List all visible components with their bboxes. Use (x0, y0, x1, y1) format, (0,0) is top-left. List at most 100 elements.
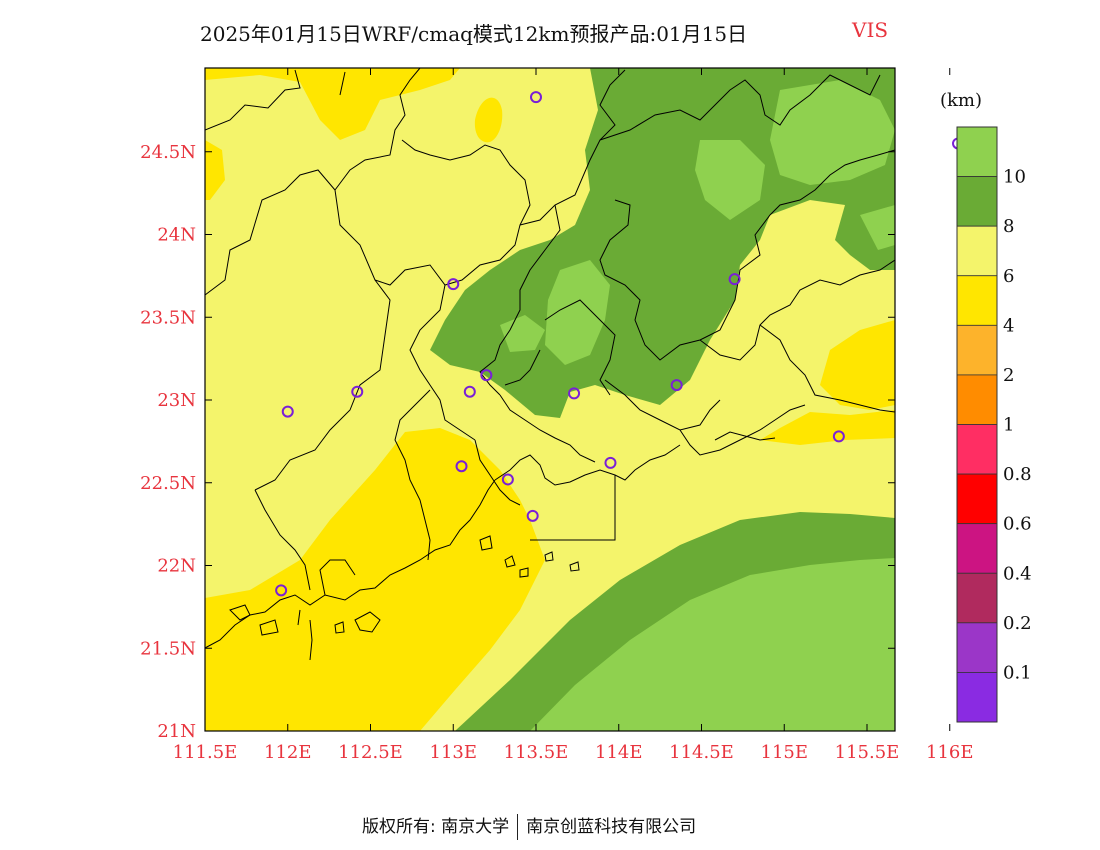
x-tick-label: 112E (264, 742, 312, 763)
x-tick-label: 113E (430, 742, 478, 763)
field-10km-sea (530, 558, 895, 731)
station-marker (455, 460, 468, 473)
field-4-6km-south (205, 428, 545, 731)
y-tick-label: 23N (157, 390, 196, 411)
colorbar-frame (956, 126, 998, 723)
island (569, 561, 580, 572)
y-tick-label: 21.5N (140, 638, 196, 659)
colorbar-swatch (956, 374, 998, 425)
y-tick-label: 24N (157, 225, 196, 246)
boundary-lines (205, 68, 895, 661)
station-marker (463, 385, 476, 398)
station-marker (526, 509, 539, 522)
y-tick-label: 22.5N (140, 473, 196, 494)
x-tick-label: 111.5E (173, 742, 238, 763)
boundary-line (334, 68, 421, 191)
colorbar-swatch (956, 275, 998, 326)
field-4-6km-east2 (760, 410, 895, 445)
y-tick-label: 22N (157, 556, 196, 577)
station-marker (480, 369, 493, 382)
island (354, 611, 381, 633)
visibility-field (205, 68, 895, 731)
station-marker (568, 387, 581, 400)
colorbar-swatch (956, 225, 998, 277)
island (519, 567, 529, 578)
station-marker (604, 456, 617, 469)
colorbar-label: 0.8 (1003, 464, 1032, 485)
island (259, 619, 279, 636)
field-4-6km-nw (205, 68, 460, 140)
colorbar-label: 10 (1003, 167, 1026, 188)
islands (229, 535, 580, 636)
boundary-line (205, 69, 301, 131)
colorbar-label: 8 (1003, 216, 1014, 237)
island (479, 535, 493, 551)
footer-copyright: 版权所有: 南京大学 南京创蓝科技有限公司 (362, 812, 696, 840)
colorbar-swatch (956, 622, 998, 673)
station-marker (530, 91, 542, 104)
x-tick-label: 116E (926, 742, 974, 763)
colorbar-swatch (956, 324, 998, 376)
footer-right-text: 南京创蓝科技有限公司 (526, 817, 697, 837)
colorbar: 10 8 6 4 2 1 0.8 0.6 0.4 0.2 0.1 (956, 126, 1032, 723)
boundary-line (759, 324, 895, 413)
station-marker (670, 379, 683, 392)
field-10km-ne-b (695, 140, 765, 220)
station-marker (281, 405, 294, 418)
colorbar-label: 4 (1003, 315, 1014, 336)
coastline (714, 431, 776, 441)
colorbar-swatch (956, 572, 998, 624)
boundary-line (504, 299, 616, 396)
coastline (205, 479, 496, 649)
colorbar-swatch (956, 523, 998, 574)
boundary-line (205, 169, 391, 491)
field-4-6km-east (820, 320, 895, 410)
x-tick-label: 114.5E (669, 742, 734, 763)
coastline (474, 394, 596, 506)
island (544, 551, 554, 562)
colorbar-swatch (956, 424, 998, 475)
boundary-line (699, 259, 895, 361)
y-tick-label: 21N (157, 721, 196, 742)
title-variable-text: VIS (852, 18, 889, 42)
station-marker (351, 385, 364, 398)
colorbar-swatch (956, 473, 998, 525)
title-main-text: 2025年01月15日WRF/cmaq模式12km预报产品:01月15日 (200, 22, 748, 46)
colorbar-label: 0.2 (1003, 613, 1032, 634)
field-4-6km-north (474, 97, 503, 143)
x-tick-label: 115E (761, 742, 809, 763)
colorbar-label: 1 (1003, 415, 1014, 436)
boundary-line (599, 149, 895, 361)
station-marker (275, 584, 288, 597)
colorbar-label: 0.4 (1003, 563, 1032, 584)
station-marker (832, 430, 845, 443)
colorbar-unit: (km) (940, 90, 983, 111)
x-tick-label: 112.5E (338, 742, 403, 763)
station-marker (447, 278, 460, 291)
field-10km-center (545, 260, 610, 365)
colorbar-swatch (956, 176, 998, 227)
coastline (394, 389, 431, 561)
colorbar-label: 6 (1003, 266, 1014, 287)
colorbar-label: 2 (1003, 365, 1014, 386)
field-10km-e (860, 205, 895, 250)
colorbar-swatch (956, 126, 998, 177)
island (334, 621, 345, 634)
x-tick-label: 114E (595, 742, 643, 763)
coastline (297, 609, 313, 661)
y-tick-label: 23.5N (140, 307, 196, 328)
x-tick-label: 113.5E (504, 742, 569, 763)
colorbar-label: 0.1 (1003, 662, 1032, 683)
station-markers (275, 91, 989, 597)
coastline (494, 444, 681, 486)
axes: 111.5E 112E 112.5E 113E 113.5E 114E 114.5E 115E… (140, 68, 974, 763)
field-4-6km-west (205, 140, 225, 200)
footer-divider (517, 814, 519, 840)
boundary-line (599, 74, 881, 141)
island (504, 555, 516, 568)
station-marker (501, 473, 514, 486)
field-10km-center-b (500, 315, 545, 352)
island (229, 604, 251, 621)
coastline (530, 475, 616, 541)
boundary-line (409, 284, 476, 441)
